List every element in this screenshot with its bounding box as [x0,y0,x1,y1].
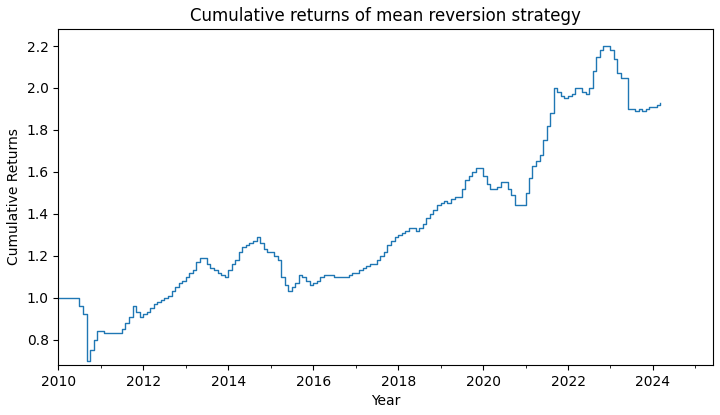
X-axis label: Year: Year [371,394,400,408]
Y-axis label: Cumulative Returns: Cumulative Returns [7,129,21,266]
Title: Cumulative returns of mean reversion strategy: Cumulative returns of mean reversion str… [190,7,581,25]
